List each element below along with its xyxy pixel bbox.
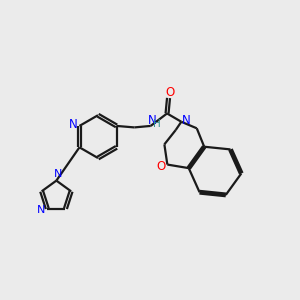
Text: O: O xyxy=(156,160,165,172)
Text: O: O xyxy=(165,85,174,98)
Text: N: N xyxy=(68,118,77,131)
Text: N: N xyxy=(182,114,191,127)
Text: N: N xyxy=(54,169,62,179)
Text: N: N xyxy=(37,205,45,215)
Text: H: H xyxy=(153,118,161,128)
Text: N: N xyxy=(148,114,156,127)
